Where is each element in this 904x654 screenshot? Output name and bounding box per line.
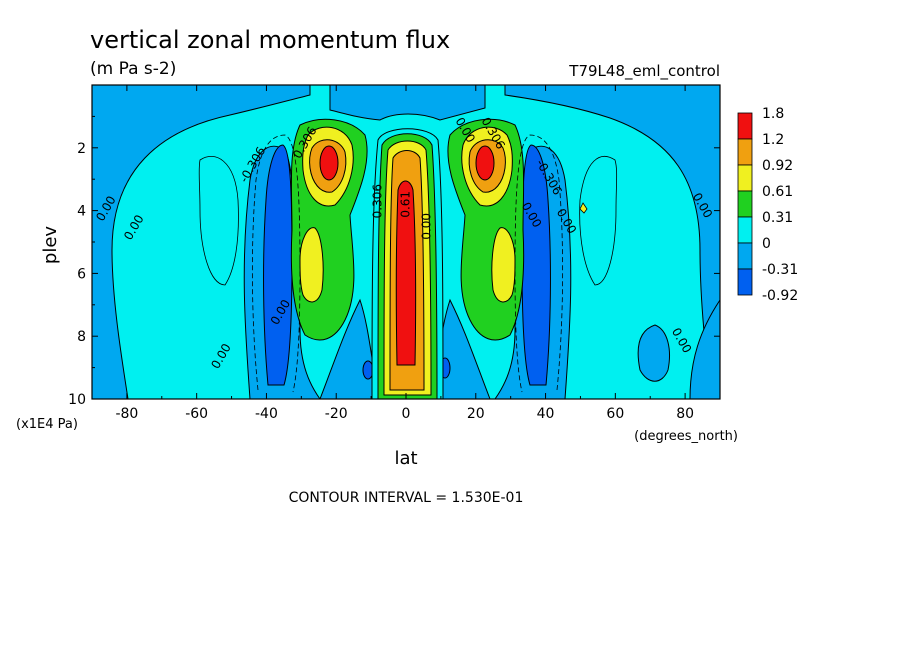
neg-region-ne-patch: [689, 299, 720, 399]
y-tick-label: 4: [77, 204, 86, 220]
x-axis-units: (degrees_north): [634, 429, 738, 444]
x-tick-label: -40: [255, 406, 278, 422]
x-tick-label: 80: [676, 406, 694, 422]
red-peak-east: [475, 145, 495, 181]
contour-field: [92, 85, 720, 399]
legend-label: 0: [762, 236, 771, 252]
contour-line-dash-west: [251, 134, 301, 393]
x-tick-label: 0: [402, 406, 411, 422]
x-axis: -80 -60 -40 -20 0 20 40 60 80: [91, 85, 721, 422]
legend-swatch: [737, 138, 753, 166]
x-tick-label: 60: [606, 406, 624, 422]
x-axis-label: lat: [394, 448, 417, 469]
y-axis: 2 4 6 8 10: [68, 115, 720, 408]
x-tick-label: 20: [467, 406, 485, 422]
yellow-lower-east: [491, 227, 516, 303]
y-tick-label: 6: [77, 266, 86, 282]
legend-label: 0.31: [762, 210, 793, 226]
legend-label: -0.92: [762, 288, 798, 304]
strong-neg-west: [263, 144, 293, 386]
strong-neg-east: [521, 144, 551, 386]
contour-line-east-inner: [579, 156, 618, 286]
x-tick-label: 40: [537, 406, 555, 422]
chart-title: vertical zonal momentum flux: [90, 26, 450, 54]
y-axis-label: plev: [40, 226, 61, 265]
east-neg-patch-lower: [637, 324, 670, 382]
small-yellow-dot-east: [579, 202, 588, 214]
legend-swatch: [737, 268, 753, 296]
legend-swatch: [737, 164, 753, 192]
legend-label: 1.2: [762, 132, 784, 148]
x-tick-label: -60: [185, 406, 208, 422]
contour-label: 0.306: [371, 184, 385, 218]
yellow-lower-west: [299, 227, 324, 303]
legend-label: -0.31: [762, 262, 798, 278]
neg-region-top: [329, 85, 486, 121]
legend-swatch: [737, 216, 753, 244]
y-tick-label: 10: [68, 392, 86, 408]
legend-label: 1.8: [762, 106, 784, 122]
contour-line-dash-east: [514, 134, 564, 393]
contour-line-west-inner: [198, 156, 239, 286]
legend-label: 0.92: [762, 158, 793, 174]
dataset-label: T79L48_eml_control: [568, 62, 720, 81]
legend-swatch: [737, 242, 753, 270]
contour-label: 0.00: [419, 213, 433, 240]
x-tick-label: -80: [115, 406, 138, 422]
eq-column-red: [395, 180, 417, 366]
legend-label: 0.61: [762, 184, 793, 200]
chart-subtitle: (m Pa s-2): [90, 59, 176, 79]
y-axis-units: (x1E4 Pa): [16, 417, 78, 432]
y-tick-label: 2: [77, 141, 86, 157]
legend-swatch: [737, 190, 753, 218]
legend-swatch: [737, 112, 753, 140]
color-legend: 1.8 1.2 0.92 0.61 0.31 0 -0.31 -0.92: [737, 106, 798, 304]
neg-region-west-edge: [92, 85, 311, 399]
strong-neg-sw-dot: [362, 360, 374, 380]
contour-label: 0.61: [398, 191, 412, 218]
y-tick-label: 8: [77, 329, 86, 345]
red-peak-west: [319, 145, 339, 181]
contour-interval-note: CONTOUR INTERVAL = 1.530E-01: [289, 490, 524, 506]
x-tick-label: -20: [325, 406, 348, 422]
